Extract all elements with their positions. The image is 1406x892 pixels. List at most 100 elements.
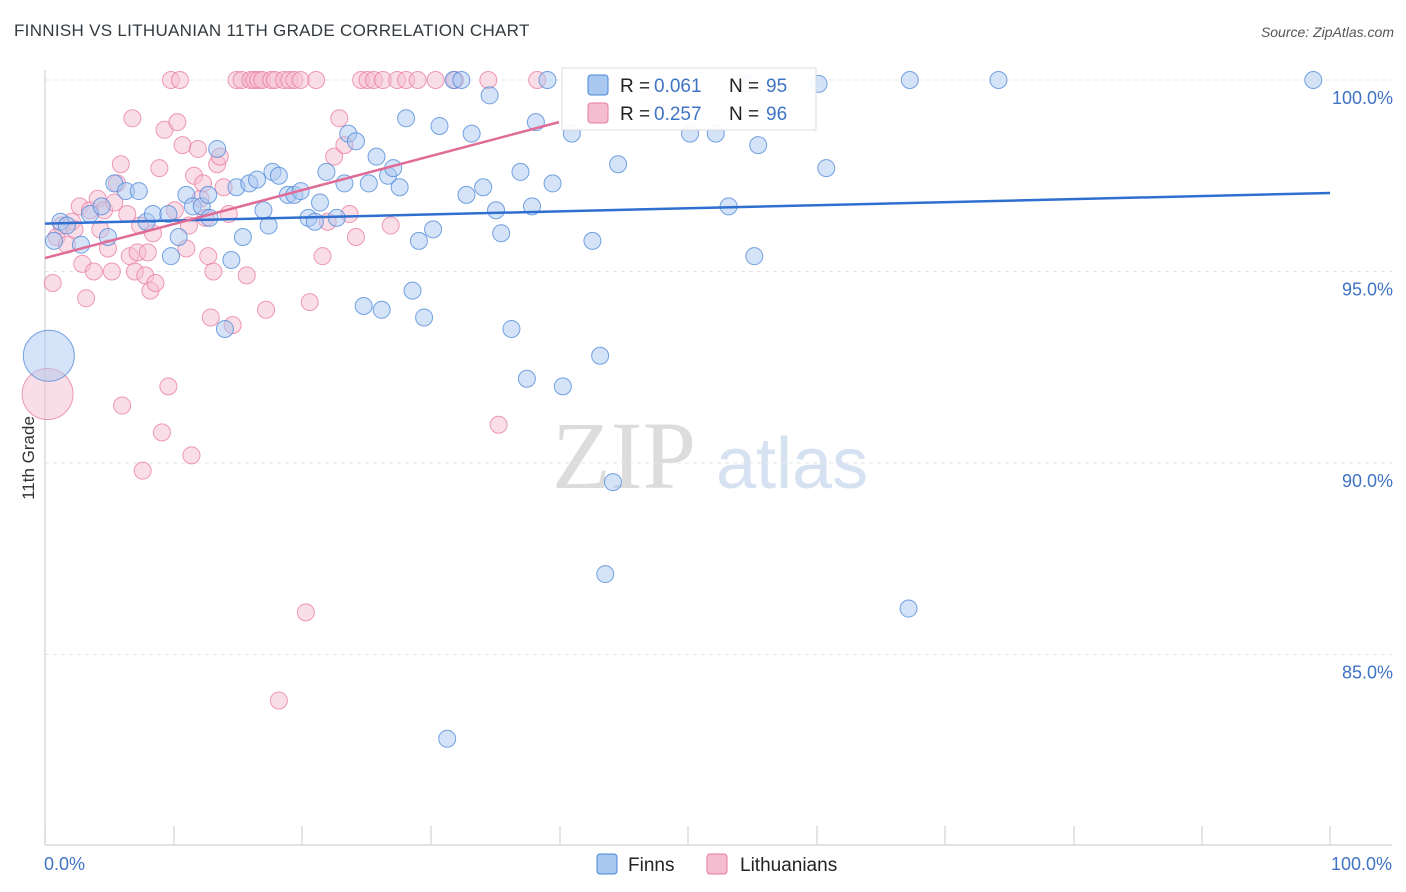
finns-point-78 [609,155,628,174]
finns-point-46 [372,300,391,319]
finns-point-14 [161,247,180,266]
lithuanians-point-27 [133,461,152,480]
lithuanians-legend-swatch [587,102,609,124]
lithuanians-point-79 [330,109,349,128]
y-axis-title: 11th Grade [19,416,38,500]
lithuanians-point-46 [188,139,207,158]
finns-point-43 [354,296,373,315]
finns-point-25 [233,228,252,247]
lithuanians-point-87 [381,216,400,235]
finns-point-31 [269,166,288,185]
lithuanians-point-1 [43,273,62,292]
y-axis-tick-labels: 100.0% 95.0% 90.0% 85.0% [1332,88,1393,683]
finns-point-77 [603,473,622,492]
watermark-zip: ZIP [552,402,696,509]
lithuanians-point-74 [300,293,319,312]
lithuanians-point-9 [77,289,96,308]
finns-point-42 [346,132,365,151]
lithuanians-point-39 [168,113,187,132]
finns-bottom-label: Finns [628,855,674,876]
finns-point-51 [403,281,422,300]
finns-point-29 [259,216,278,235]
finns-point-53 [415,308,434,327]
series-lithuanians [21,71,547,710]
watermark: ZIP atlas [552,402,868,509]
lithuanians-point-91 [426,71,445,89]
finns-point-36 [305,212,324,231]
finns-point-62 [480,86,499,105]
finns-point-76 [596,565,615,584]
watermark-atlas: atlas [716,424,868,504]
lithuanians-point-50 [199,247,218,266]
finns-point-45 [367,147,386,166]
finns-point-88 [900,71,919,89]
finns-point-6 [92,197,111,216]
stats-legend: R = 0.061 N = 95 R = 0.257 N = 96 [561,67,817,131]
lithuanians-point-29 [138,243,157,262]
y-tick-label-1: 95.0% [1342,280,1393,300]
lithuanians-point-20 [113,396,132,415]
lithuanians-point-60 [237,266,256,285]
lithuanians-point-72 [291,71,310,89]
lithuanians-bottom-swatch [706,853,728,875]
finns-point-44 [359,174,378,193]
finns-point-54 [424,220,443,239]
finns-point-38 [317,162,336,181]
lithuanians-point-36 [159,377,178,396]
lithuanians-n-label: N = [729,104,759,125]
lithuanians-point-78 [325,147,344,166]
lithuanians-bottom-label: Lithuanians [740,855,837,876]
finns-point-83 [745,247,764,266]
finns-point-1 [44,231,63,250]
finns-bottom-swatch [596,853,618,875]
finns-point-21 [208,139,227,158]
x-tick-label-min: 0.0% [44,854,85,874]
y-tick-label-0: 100.0% [1332,88,1393,108]
finns-legend-swatch [587,74,609,96]
lithuanians-point-51 [201,308,220,327]
y-tick-label-2: 90.0% [1342,471,1393,491]
lithuanians-n-value: 96 [766,104,787,125]
lithuanians-point-16 [102,262,121,281]
finns-point-50 [397,109,416,128]
finns-point-75 [591,346,610,365]
finns-point-58 [452,71,471,89]
finns-point-55 [430,116,449,135]
source-credit: Source: ZipAtlas.com [1260,24,1394,40]
y-tick-label-3: 85.0% [1342,663,1393,683]
finns-point-66 [511,162,530,181]
lithuanians-point-65 [257,300,276,319]
lithuanians-point-34 [152,423,171,442]
trend-lines [44,120,1331,260]
lithuanians-point-82 [346,228,365,247]
finns-point-56 [438,729,457,748]
finns-point-68 [523,197,542,216]
finns-point-22 [215,319,234,338]
finns-point-10 [129,182,148,201]
gridlines [45,79,1392,655]
lithuanians-point-44 [182,446,201,465]
finns-point-3 [57,216,76,235]
finns-n-label: N = [729,76,759,97]
lithuanians-point-76 [313,247,332,266]
finns-point-13 [159,205,178,224]
finns-r-value: 0.061 [654,76,702,97]
lithuanians-point-33 [150,159,169,178]
finns-point-87 [899,599,918,618]
finns-point-72 [553,377,572,396]
finns-point-67 [517,369,536,388]
finns-point-63 [487,201,506,220]
finns-point-74 [583,231,602,250]
lithuanians-r-value: 0.257 [654,104,702,125]
finns-point-61 [474,178,493,197]
finns-point-70 [538,71,557,89]
lithuanians-point-90 [408,71,427,89]
lithuanians-trend-line [44,120,560,260]
finns-point-52 [409,231,428,250]
lithuanians-point-11 [84,262,103,281]
finns-point-23 [222,251,241,270]
lithuanians-point-68 [269,691,288,710]
lithuanians-point-73 [296,603,315,622]
bottom-legend: Finns Lithuanians [596,853,837,876]
